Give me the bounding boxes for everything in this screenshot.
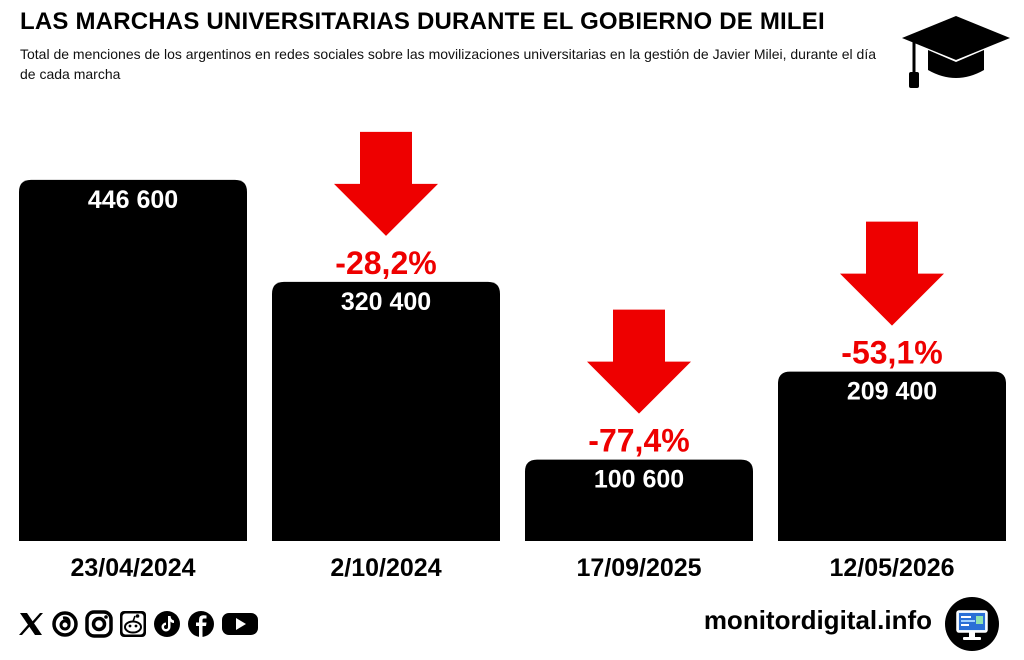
- change-label: -77,4%: [588, 423, 689, 459]
- monitor-icon: [945, 597, 999, 651]
- x-tick-label: 23/04/2024: [70, 554, 195, 582]
- down-arrow-icon: [587, 309, 691, 414]
- value-label: 446 600: [88, 186, 178, 214]
- bar: [525, 459, 753, 541]
- youtube-icon[interactable]: [220, 609, 260, 639]
- bar-chart: 446 600 23/04/2024 320 400 2/10/2024 -28,2% 1…: [19, 131, 1006, 582]
- graduation-cap-icon: [902, 16, 1010, 88]
- threads-icon[interactable]: [50, 609, 80, 639]
- reddit-icon[interactable]: [118, 609, 148, 639]
- change-label: -28,2%: [335, 245, 436, 281]
- value-label: 209 400: [847, 378, 937, 406]
- value-label: 320 400: [341, 288, 431, 316]
- bar: [19, 179, 247, 541]
- x-icon[interactable]: [16, 609, 46, 639]
- website-label[interactable]: monitordigital.info: [703, 605, 932, 635]
- bar: [272, 281, 500, 541]
- facebook-icon[interactable]: [186, 609, 216, 639]
- instagram-icon[interactable]: [84, 609, 114, 639]
- bar: [778, 371, 1006, 541]
- down-arrow-icon: [840, 221, 944, 326]
- social-icons: [16, 606, 260, 642]
- x-tick-label: 12/05/2026: [829, 554, 954, 582]
- tiktok-icon[interactable]: [152, 609, 182, 639]
- down-arrow-icon: [334, 131, 438, 236]
- value-label: 100 600: [594, 466, 684, 494]
- change-label: -53,1%: [841, 335, 942, 371]
- chart-subtitle: Total de menciones de los argentinos en …: [20, 46, 877, 82]
- x-tick-label: 2/10/2024: [330, 554, 441, 582]
- chart-title: LAS MARCHAS UNIVERSITARIAS DURANTE EL GO…: [20, 8, 825, 35]
- x-tick-label: 17/09/2025: [576, 554, 701, 582]
